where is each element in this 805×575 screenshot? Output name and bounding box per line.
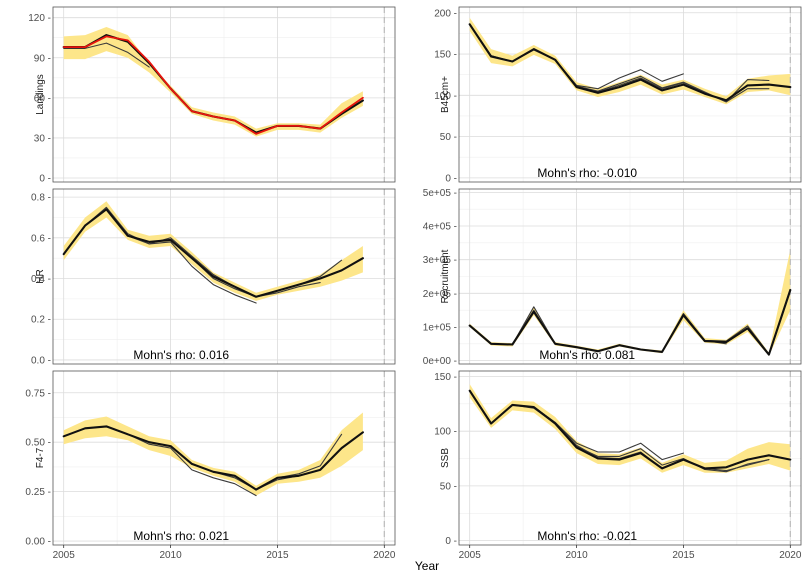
peel-series-line — [63, 42, 150, 68]
panel-border — [52, 188, 396, 365]
final-series-line — [62, 425, 364, 491]
y-axis-title: Recruitment — [440, 249, 451, 303]
mohns-rho-label: Mohn's rho: -0.021 — [537, 529, 637, 543]
x-axis-title: Year — [415, 559, 439, 573]
final-series-line — [62, 208, 364, 298]
panel-border — [52, 6, 396, 183]
y-tick-label: 60 - — [34, 93, 51, 104]
x-tick-label: 2010 — [159, 550, 182, 561]
y-tick-label: 0.6 - — [31, 233, 51, 244]
y-tick-label: 0.0 - — [31, 355, 51, 366]
y-tick-label: 0.75 - — [25, 388, 51, 399]
panel-f4-7: 0.00 - 0.25 - 0.50 - 0.75 - 2005 2010 2015 2020… — [25, 370, 396, 561]
y-tick-label: 0.00 - — [25, 537, 51, 548]
y-axis-title: F4-7 — [35, 447, 46, 468]
panel-b45cm: 0 - 50 - 100 - 150 - 200 - B45cm+ Mohn's rho: … — [434, 6, 802, 184]
final-series-line — [468, 23, 792, 102]
mohns-rho-label: Mohn's rho: -0.010 — [537, 166, 637, 180]
y-tick-label: 0e+00 - — [423, 356, 457, 367]
y-tick-label: 50 - — [440, 481, 457, 492]
confidence-band — [469, 249, 791, 356]
final-series-line — [468, 288, 792, 356]
y-tick-label: 5e+05 - — [423, 188, 457, 199]
x-tick-label: 2005 — [53, 550, 76, 561]
y-tick-label: 4e+05 - — [423, 222, 457, 233]
y-tick-label: 0 - — [445, 173, 457, 184]
confidence-band — [63, 201, 363, 301]
y-tick-label: 0.4 - — [31, 274, 51, 285]
y-tick-label: 0.2 - — [31, 315, 51, 326]
panel-border — [458, 6, 802, 183]
y-tick-label: 0.8 - — [31, 193, 51, 204]
y-axis-title: SSB — [440, 448, 451, 468]
y-tick-label: 150 - — [434, 372, 457, 383]
mohns-rho-label: Mohn's rho: 0.016 — [133, 348, 229, 362]
y-axis-title: Landings — [35, 74, 46, 115]
panel-border — [458, 370, 802, 546]
observed-series-line — [62, 35, 364, 135]
panel-ssb: 0 - 50 - 100 - 150 - 2005 2010 2015 2020 SSB Mohn… — [434, 370, 802, 561]
y-tick-label: 150 - — [434, 50, 457, 61]
y-tick-label: 100 - — [434, 91, 457, 102]
y-tick-label: 3e+05 - — [423, 255, 457, 266]
final-series-line — [468, 389, 792, 470]
confidence-band — [63, 27, 363, 137]
panel-recruitment: 0e+00 - 1e+05 - 2e+05 - 3e+05 - 4e+05 - 5e+05… — [423, 188, 802, 367]
x-tick-label: 2020 — [779, 550, 802, 561]
y-tick-label: 100 - — [434, 427, 457, 438]
panel-border — [458, 188, 802, 365]
panel-border — [52, 370, 396, 546]
x-tick-label: 2010 — [565, 550, 588, 561]
panels-layer: 0 - 30 - 60 - 90 - 120 - Landings 0 - 50 - 100 -… — [25, 6, 802, 561]
y-tick-label: 50 - — [440, 132, 457, 143]
panel-hr: 0.0 - 0.2 - 0.4 - 0.6 - 0.8 - HR Mohn's rho: 0… — [31, 188, 396, 366]
confidence-band — [63, 412, 363, 496]
y-tick-label: 2e+05 - — [423, 289, 457, 300]
y-tick-label: 120 - — [28, 13, 51, 24]
y-tick-label: 0 - — [39, 173, 51, 184]
y-tick-label: 0 - — [445, 536, 457, 547]
x-tick-label: 2015 — [672, 550, 695, 561]
x-tick-label: 2015 — [266, 550, 289, 561]
y-axis-title: HR — [35, 269, 46, 283]
mohns-rho-label: Mohn's rho: 0.081 — [539, 348, 635, 362]
panel-landings: 0 - 30 - 60 - 90 - 120 - Landings — [28, 6, 396, 184]
y-tick-label: 200 - — [434, 8, 457, 19]
y-tick-label: 90 - — [34, 53, 51, 64]
y-tick-label: 0.50 - — [25, 438, 51, 449]
x-tick-label: 2005 — [459, 550, 482, 561]
y-tick-label: 30 - — [34, 133, 51, 144]
mohns-rho-label: Mohn's rho: 0.021 — [133, 529, 229, 543]
y-axis-title: B45cm+ — [440, 76, 451, 113]
x-tick-label: 2020 — [373, 550, 396, 561]
y-tick-label: 0.25 - — [25, 487, 51, 498]
y-tick-label: 1e+05 - — [423, 322, 457, 333]
confidence-band — [469, 17, 791, 105]
